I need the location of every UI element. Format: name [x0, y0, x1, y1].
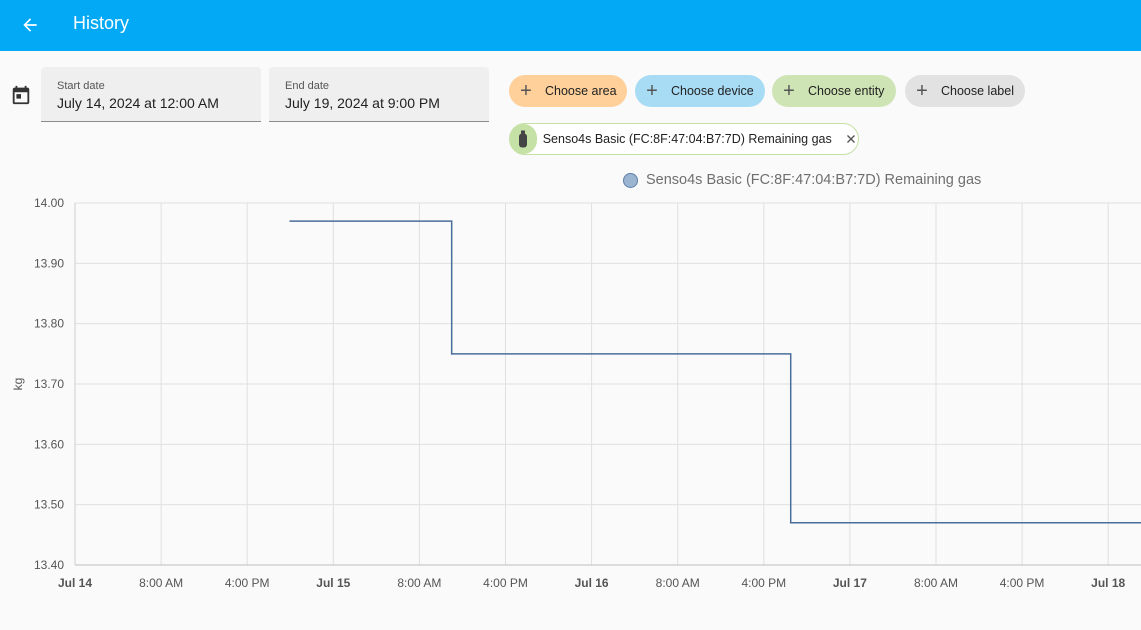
x-tick-label: 8:00 AM	[656, 576, 700, 590]
page-title: History	[73, 13, 130, 33]
end-date-field[interactable]: End date July 19, 2024 at 9:00 PM	[269, 67, 489, 122]
choose-entity-label: Choose entity	[808, 84, 885, 98]
legend-swatch	[623, 172, 638, 188]
y-axis-label: kg	[11, 378, 25, 391]
end-date-label: End date	[285, 80, 330, 92]
x-tick-label: 4:00 PM	[483, 576, 528, 590]
chart-legend-item[interactable]: Senso4s Basic (FC:8F:47:04:B7:7D) Remain…	[623, 172, 981, 188]
start-date-value: July 14, 2024 at 12:00 AM	[57, 95, 219, 111]
data-point	[289, 220, 292, 222]
x-tick-label: 8:00 AM	[397, 576, 441, 590]
choose-device-button[interactable]: + Choose device	[635, 75, 765, 107]
choose-label-label: Choose label	[941, 84, 1014, 98]
x-tick-label: Jul 18	[1091, 576, 1125, 590]
back-button[interactable]	[13, 8, 47, 42]
choose-entity-button[interactable]: + Choose entity	[772, 75, 896, 107]
x-tick-label: Jul 14	[58, 576, 92, 590]
y-tick-label: 13.80	[34, 317, 64, 331]
x-tick-label: Jul 16	[575, 576, 609, 590]
start-date-label: Start date	[57, 80, 105, 92]
y-tick-label: 14.00	[34, 196, 64, 210]
choose-area-label: Choose area	[545, 84, 617, 98]
series-line	[290, 220, 1141, 524]
data-point	[789, 521, 792, 524]
x-tick-label: 4:00 PM	[225, 576, 270, 590]
y-tick-label: 13.50	[34, 498, 64, 512]
plus-icon: +	[646, 80, 658, 102]
start-date-field[interactable]: Start date July 14, 2024 at 12:00 AM	[41, 67, 261, 122]
arrow-left-icon	[23, 18, 37, 32]
y-tick-label: 13.60	[34, 437, 64, 451]
y-tick-label: 13.70	[34, 377, 64, 391]
calendar-icon[interactable]	[10, 84, 32, 106]
selected-entity-label: Senso4s Basic (FC:8F:47:04:B7:7D) Remain…	[542, 132, 832, 146]
choose-area-button[interactable]: + Choose area	[509, 75, 627, 107]
legend-label: Senso4s Basic (FC:8F:47:04:B7:7D) Remain…	[646, 172, 982, 188]
data-point	[450, 353, 453, 355]
plus-icon: +	[916, 80, 928, 102]
close-icon[interactable]	[844, 131, 858, 147]
x-tick-label: 4:00 PM	[741, 576, 786, 590]
choose-label-button[interactable]: + Choose label	[905, 75, 1025, 107]
x-tick-label: 8:00 AM	[139, 576, 183, 590]
x-tick-label: 4:00 PM	[1000, 576, 1045, 590]
y-tick-label: 13.90	[34, 256, 64, 270]
x-tick-label: Jul 15	[316, 576, 350, 590]
end-date-value: July 19, 2024 at 9:00 PM	[285, 95, 440, 111]
app-header: History	[0, 0, 1141, 51]
history-chart: 14.00 13.90 13.80 13.70 13.60 13.50 13.40 Jul 1…	[11, 196, 1141, 590]
plus-icon: +	[520, 80, 532, 102]
selected-entity-chip[interactable]: Senso4s Basic (FC:8F:47:04:B7:7D) Remain…	[509, 123, 859, 155]
x-tick-label: 8:00 AM	[914, 576, 958, 590]
plus-icon: +	[783, 80, 795, 102]
x-tick-label: Jul 17	[833, 576, 867, 590]
gas-cylinder-icon	[510, 124, 537, 154]
choose-device-label: Choose device	[671, 84, 754, 98]
y-tick-label: 13.40	[34, 558, 64, 572]
